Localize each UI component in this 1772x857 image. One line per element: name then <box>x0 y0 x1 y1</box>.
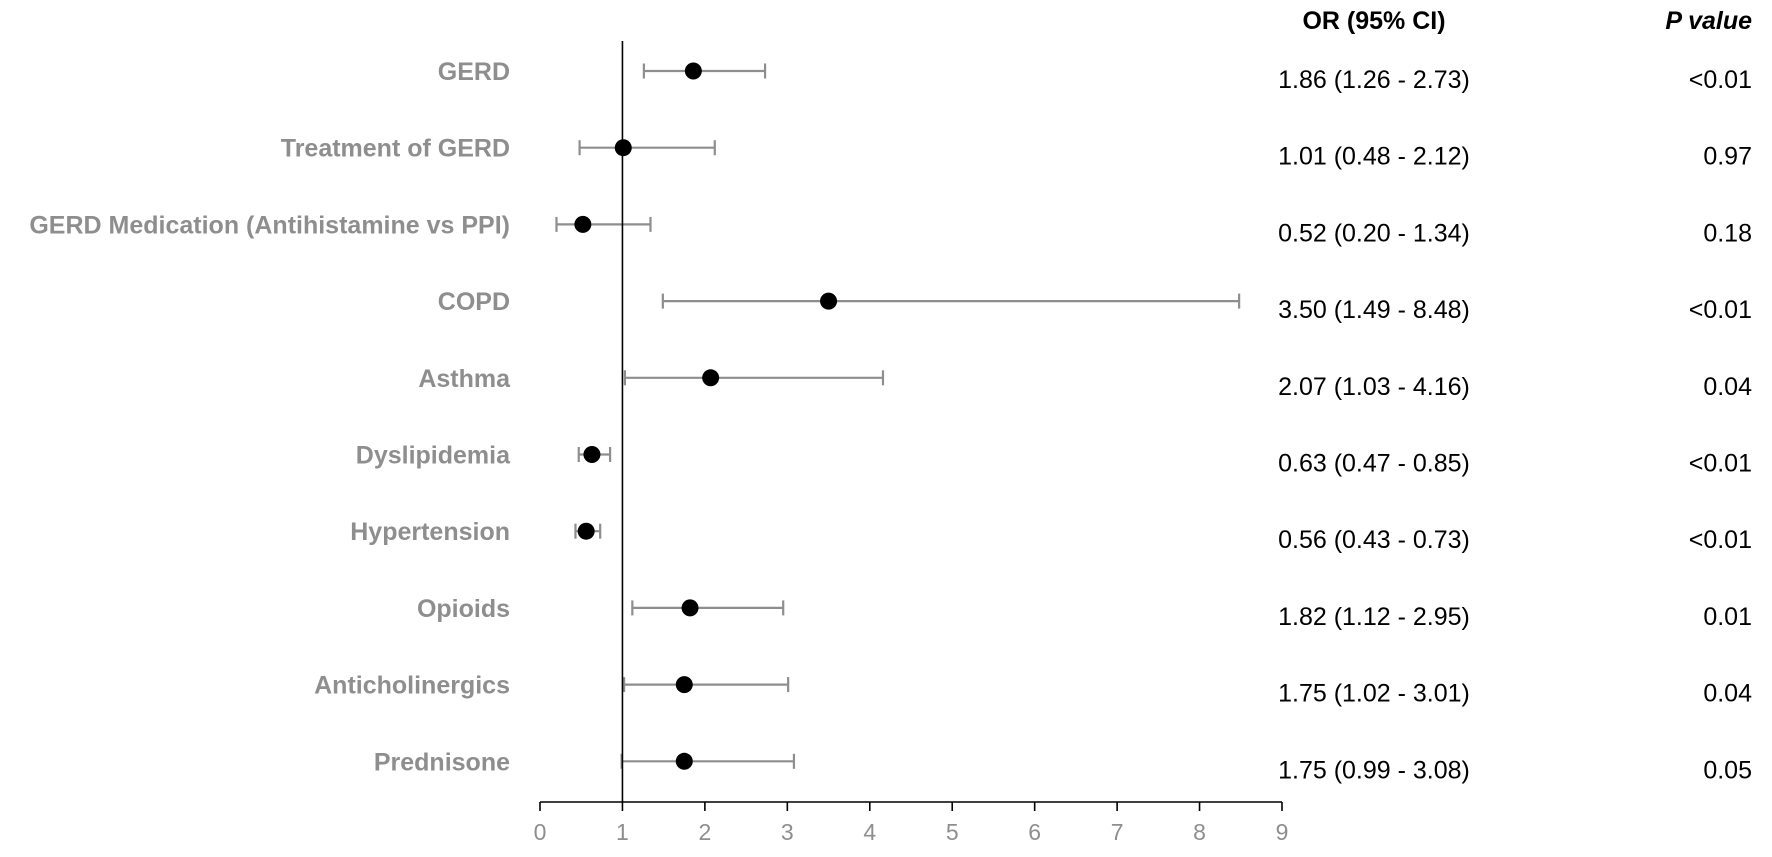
x-tick-label: 8 <box>1193 819 1206 845</box>
row-label: COPD <box>438 288 510 316</box>
or-point <box>675 676 693 694</box>
x-tick-label: 3 <box>781 819 794 845</box>
or-ci-value: 2.07 (1.03 - 4.16) <box>1278 373 1470 401</box>
ci-bar <box>555 216 652 232</box>
or-point <box>681 599 699 617</box>
or-column-header: OR (95% CI) <box>1302 7 1445 35</box>
confidence-interval-layer <box>555 63 1241 769</box>
or-ci-value: 3.50 (1.49 - 8.48) <box>1278 296 1470 324</box>
ci-bar <box>631 600 785 616</box>
or-point <box>820 292 838 310</box>
row-label: Opioids <box>417 595 510 623</box>
row-label: Hypertension <box>350 518 510 546</box>
row-label: GERD Medication (Antihistamine vs PPI) <box>29 211 510 239</box>
or-ci-value: 1.82 (1.12 - 2.95) <box>1278 603 1470 631</box>
p-value: 0.97 <box>1703 143 1752 171</box>
row-label: Prednisone <box>374 748 510 776</box>
row-label: GERD <box>438 58 510 86</box>
ci-bar <box>620 753 796 769</box>
x-tick-label: 4 <box>863 819 876 845</box>
x-tick-label: 6 <box>1028 819 1041 845</box>
x-axis: 0 1 2 3 4 5 6 7 8 9 <box>534 801 1289 845</box>
p-value: 0.18 <box>1703 219 1752 247</box>
row-label: Anticholinergics <box>314 672 510 700</box>
or-point <box>702 369 720 387</box>
row-label: Treatment of GERD <box>281 135 510 163</box>
or-point <box>583 446 601 463</box>
row-label: Asthma <box>418 365 511 393</box>
p-value: <0.01 <box>1689 526 1752 554</box>
x-tick-label: 5 <box>946 819 959 845</box>
x-tick-label: 1 <box>616 819 629 845</box>
p-value: 0.04 <box>1703 680 1752 708</box>
x-tick-label: 2 <box>698 819 711 845</box>
ci-bar <box>622 677 790 693</box>
p-value-column-header: P value <box>1665 7 1752 35</box>
ci-bar <box>623 370 885 386</box>
p-value: <0.01 <box>1689 66 1752 94</box>
or-ci-value: 1.86 (1.26 - 2.73) <box>1278 66 1470 94</box>
ci-bar <box>661 293 1241 309</box>
ci-bar <box>642 63 767 79</box>
or-ci-value: 0.52 (0.20 - 1.34) <box>1278 219 1470 247</box>
statistics-table: OR (95% CI) P value 1.86 (1.26 - 2.73) <0… <box>1278 7 1752 784</box>
row-label: Dyslipidemia <box>356 442 511 470</box>
or-ci-value: 1.01 (0.48 - 2.12) <box>1278 143 1470 171</box>
or-ci-value: 0.56 (0.43 - 0.73) <box>1278 526 1470 554</box>
or-point <box>574 215 592 233</box>
x-tick-label: 0 <box>534 819 547 845</box>
or-point <box>684 62 702 80</box>
or-ci-value: 1.75 (1.02 - 3.01) <box>1278 680 1470 708</box>
x-tick-label: 7 <box>1111 819 1124 845</box>
or-point <box>614 139 632 157</box>
row-label-layer: GERD Treatment of GERD GERD Medication (An… <box>29 58 511 776</box>
or-ci-value: 1.75 (0.99 - 3.08) <box>1278 756 1470 784</box>
or-point <box>675 752 693 770</box>
point-estimate-layer <box>574 62 838 770</box>
p-value: 0.04 <box>1703 373 1752 401</box>
p-value: 0.05 <box>1703 756 1752 784</box>
p-value: <0.01 <box>1689 296 1752 324</box>
p-value: 0.01 <box>1703 603 1752 631</box>
or-ci-value: 0.63 (0.47 - 0.85) <box>1278 450 1470 478</box>
or-point <box>577 522 595 540</box>
p-value: <0.01 <box>1689 450 1752 478</box>
x-tick-label: 9 <box>1276 819 1289 845</box>
ci-bar <box>578 140 716 156</box>
